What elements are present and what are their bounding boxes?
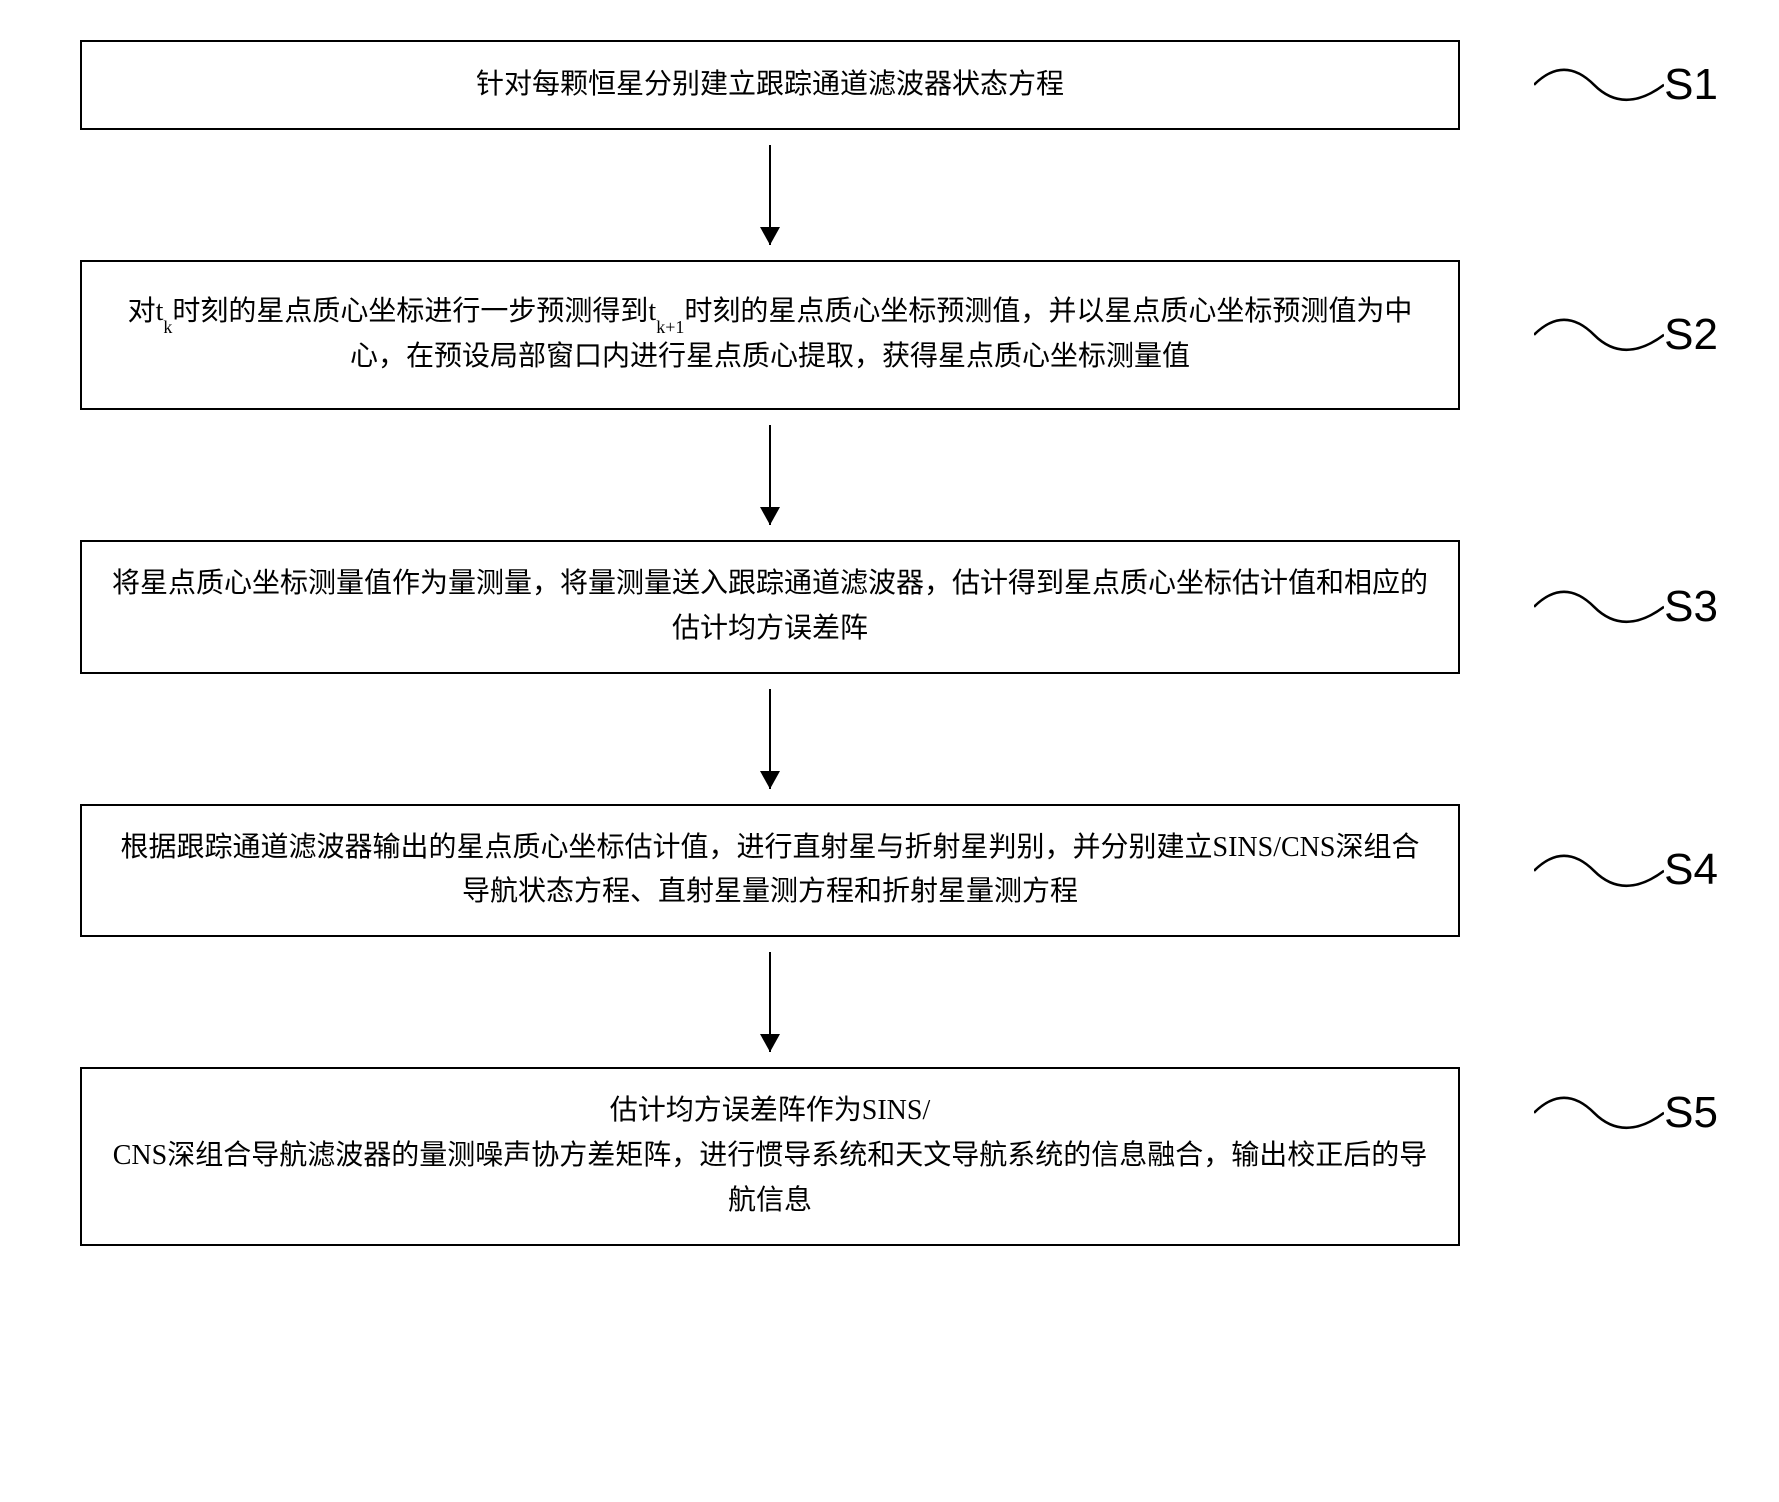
step-label-s1: S1: [1664, 50, 1718, 120]
arrow-line-icon: [769, 689, 771, 789]
step-box-s4: 根据跟踪通道滤波器输出的星点质心坐标估计值，进行直射星与折射星判别，并分别建立S…: [80, 804, 1460, 938]
label-text-s5: S5: [1664, 1078, 1718, 1148]
s2-prefix: 对t: [128, 296, 164, 327]
connector-curve-icon: [1534, 45, 1664, 125]
step-box-s3: 将星点质心坐标测量值作为量测量，将量测量送入跟踪通道滤波器，估计得到星点质心坐标…: [80, 540, 1460, 674]
arrow-head-icon: [760, 507, 780, 525]
arrow-head-icon: [760, 771, 780, 789]
step-text-s4: 根据跟踪通道滤波器输出的星点质心坐标估计值，进行直射星与折射星判别，并分别建立S…: [112, 826, 1428, 916]
label-text-s4: S4: [1664, 835, 1718, 905]
s2-sub1: k: [163, 317, 172, 337]
label-text-s2: S2: [1664, 300, 1718, 370]
arrow-s3-s4: [80, 674, 1460, 804]
connector-curve-icon: [1534, 295, 1664, 375]
flowchart-container: 针对每颗恒星分别建立跟踪通道滤波器状态方程 S1 对tk时刻的星点质心坐标进行一…: [80, 40, 1530, 1246]
connector-curve-icon: [1534, 567, 1664, 647]
arrow-s4-s5: [80, 937, 1460, 1067]
arrow-line-icon: [769, 145, 771, 245]
arrow-s1-s2: [80, 130, 1460, 260]
step-text-s3: 将星点质心坐标测量值作为量测量，将量测量送入跟踪通道滤波器，估计得到星点质心坐标…: [112, 562, 1428, 652]
arrow-s2-s3: [80, 410, 1460, 540]
label-text-s3: S3: [1664, 572, 1718, 642]
s2-mid1: 时刻的星点质心坐标进行一步预测得到t: [172, 296, 656, 327]
arrow-line-icon: [769, 425, 771, 525]
connector-curve-icon: [1534, 1073, 1664, 1153]
step-box-s5: 估计均方误差阵作为SINS/ CNS深组合导航滤波器的量测噪声协方差矩阵，进行惯…: [80, 1067, 1460, 1245]
step-box-s1: 针对每颗恒星分别建立跟踪通道滤波器状态方程 S1: [80, 40, 1460, 130]
step-label-s3: S3: [1664, 572, 1718, 642]
arrow-head-icon: [760, 227, 780, 245]
step-label-s5: S5: [1664, 1078, 1718, 1148]
step-text-s5: 估计均方误差阵作为SINS/ CNS深组合导航滤波器的量测噪声协方差矩阵，进行惯…: [112, 1089, 1428, 1223]
step-text-s2: 对tk时刻的星点质心坐标进行一步预测得到tk+1时刻的星点质心坐标预测值，并以星…: [112, 290, 1428, 380]
step-text-s1: 针对每颗恒星分别建立跟踪通道滤波器状态方程: [476, 63, 1064, 108]
arrow-head-icon: [760, 1034, 780, 1052]
s2-sub2: k+1: [656, 317, 684, 337]
step-box-s2: 对tk时刻的星点质心坐标进行一步预测得到tk+1时刻的星点质心坐标预测值，并以星…: [80, 260, 1460, 410]
arrow-line-icon: [769, 952, 771, 1052]
label-text-s1: S1: [1664, 50, 1718, 120]
step-label-s4: S4: [1664, 835, 1718, 905]
connector-curve-icon: [1534, 830, 1664, 910]
step-label-s2: S2: [1664, 300, 1718, 370]
